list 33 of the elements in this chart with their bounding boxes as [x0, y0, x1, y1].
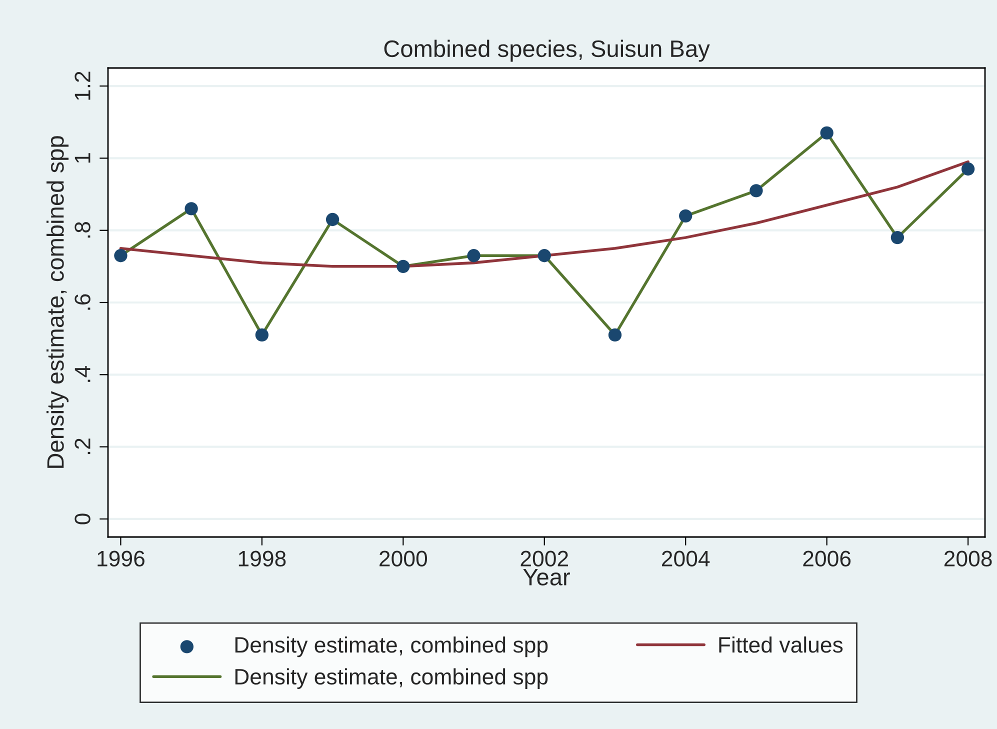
point — [750, 184, 763, 198]
point — [820, 126, 834, 140]
y-tick-label: .8 — [74, 222, 90, 238]
legend-label: Fitted values — [719, 636, 843, 653]
legend-label: Density estimate, combined spp — [235, 636, 548, 658]
y-axis-title: Density estimate, combined spp — [46, 136, 69, 468]
chart-title: Combined species, Suisun Bay — [384, 40, 710, 62]
point — [608, 328, 622, 342]
x-tick-label: 1998 — [238, 550, 286, 567]
point — [961, 162, 975, 176]
y-tick-label: 1 — [74, 153, 90, 163]
y-tick-label: .4 — [74, 366, 90, 382]
point — [467, 249, 480, 262]
point — [326, 212, 340, 226]
x-tick-label: 2002 — [520, 550, 568, 567]
y-tick-label: .6 — [74, 294, 90, 310]
y-tick-label: 1.2 — [74, 72, 90, 100]
point — [114, 249, 128, 262]
point — [679, 209, 692, 223]
point — [890, 230, 904, 244]
point — [184, 202, 198, 216]
x-tick-label: 2008 — [944, 550, 992, 567]
point — [396, 260, 410, 274]
x-tick-label: 2000 — [380, 550, 428, 567]
legend-label: Density estimate, combined spp — [235, 668, 548, 689]
x-tick-label: 1996 — [98, 550, 144, 567]
y-tick-label: 0 — [74, 514, 90, 524]
x-tick-label: 2006 — [803, 550, 851, 567]
y-tick-label: .2 — [74, 438, 90, 454]
x-tick-label: 2004 — [662, 550, 710, 567]
point — [255, 328, 269, 342]
point — [538, 249, 551, 262]
x-axis-title: Year — [523, 569, 570, 586]
